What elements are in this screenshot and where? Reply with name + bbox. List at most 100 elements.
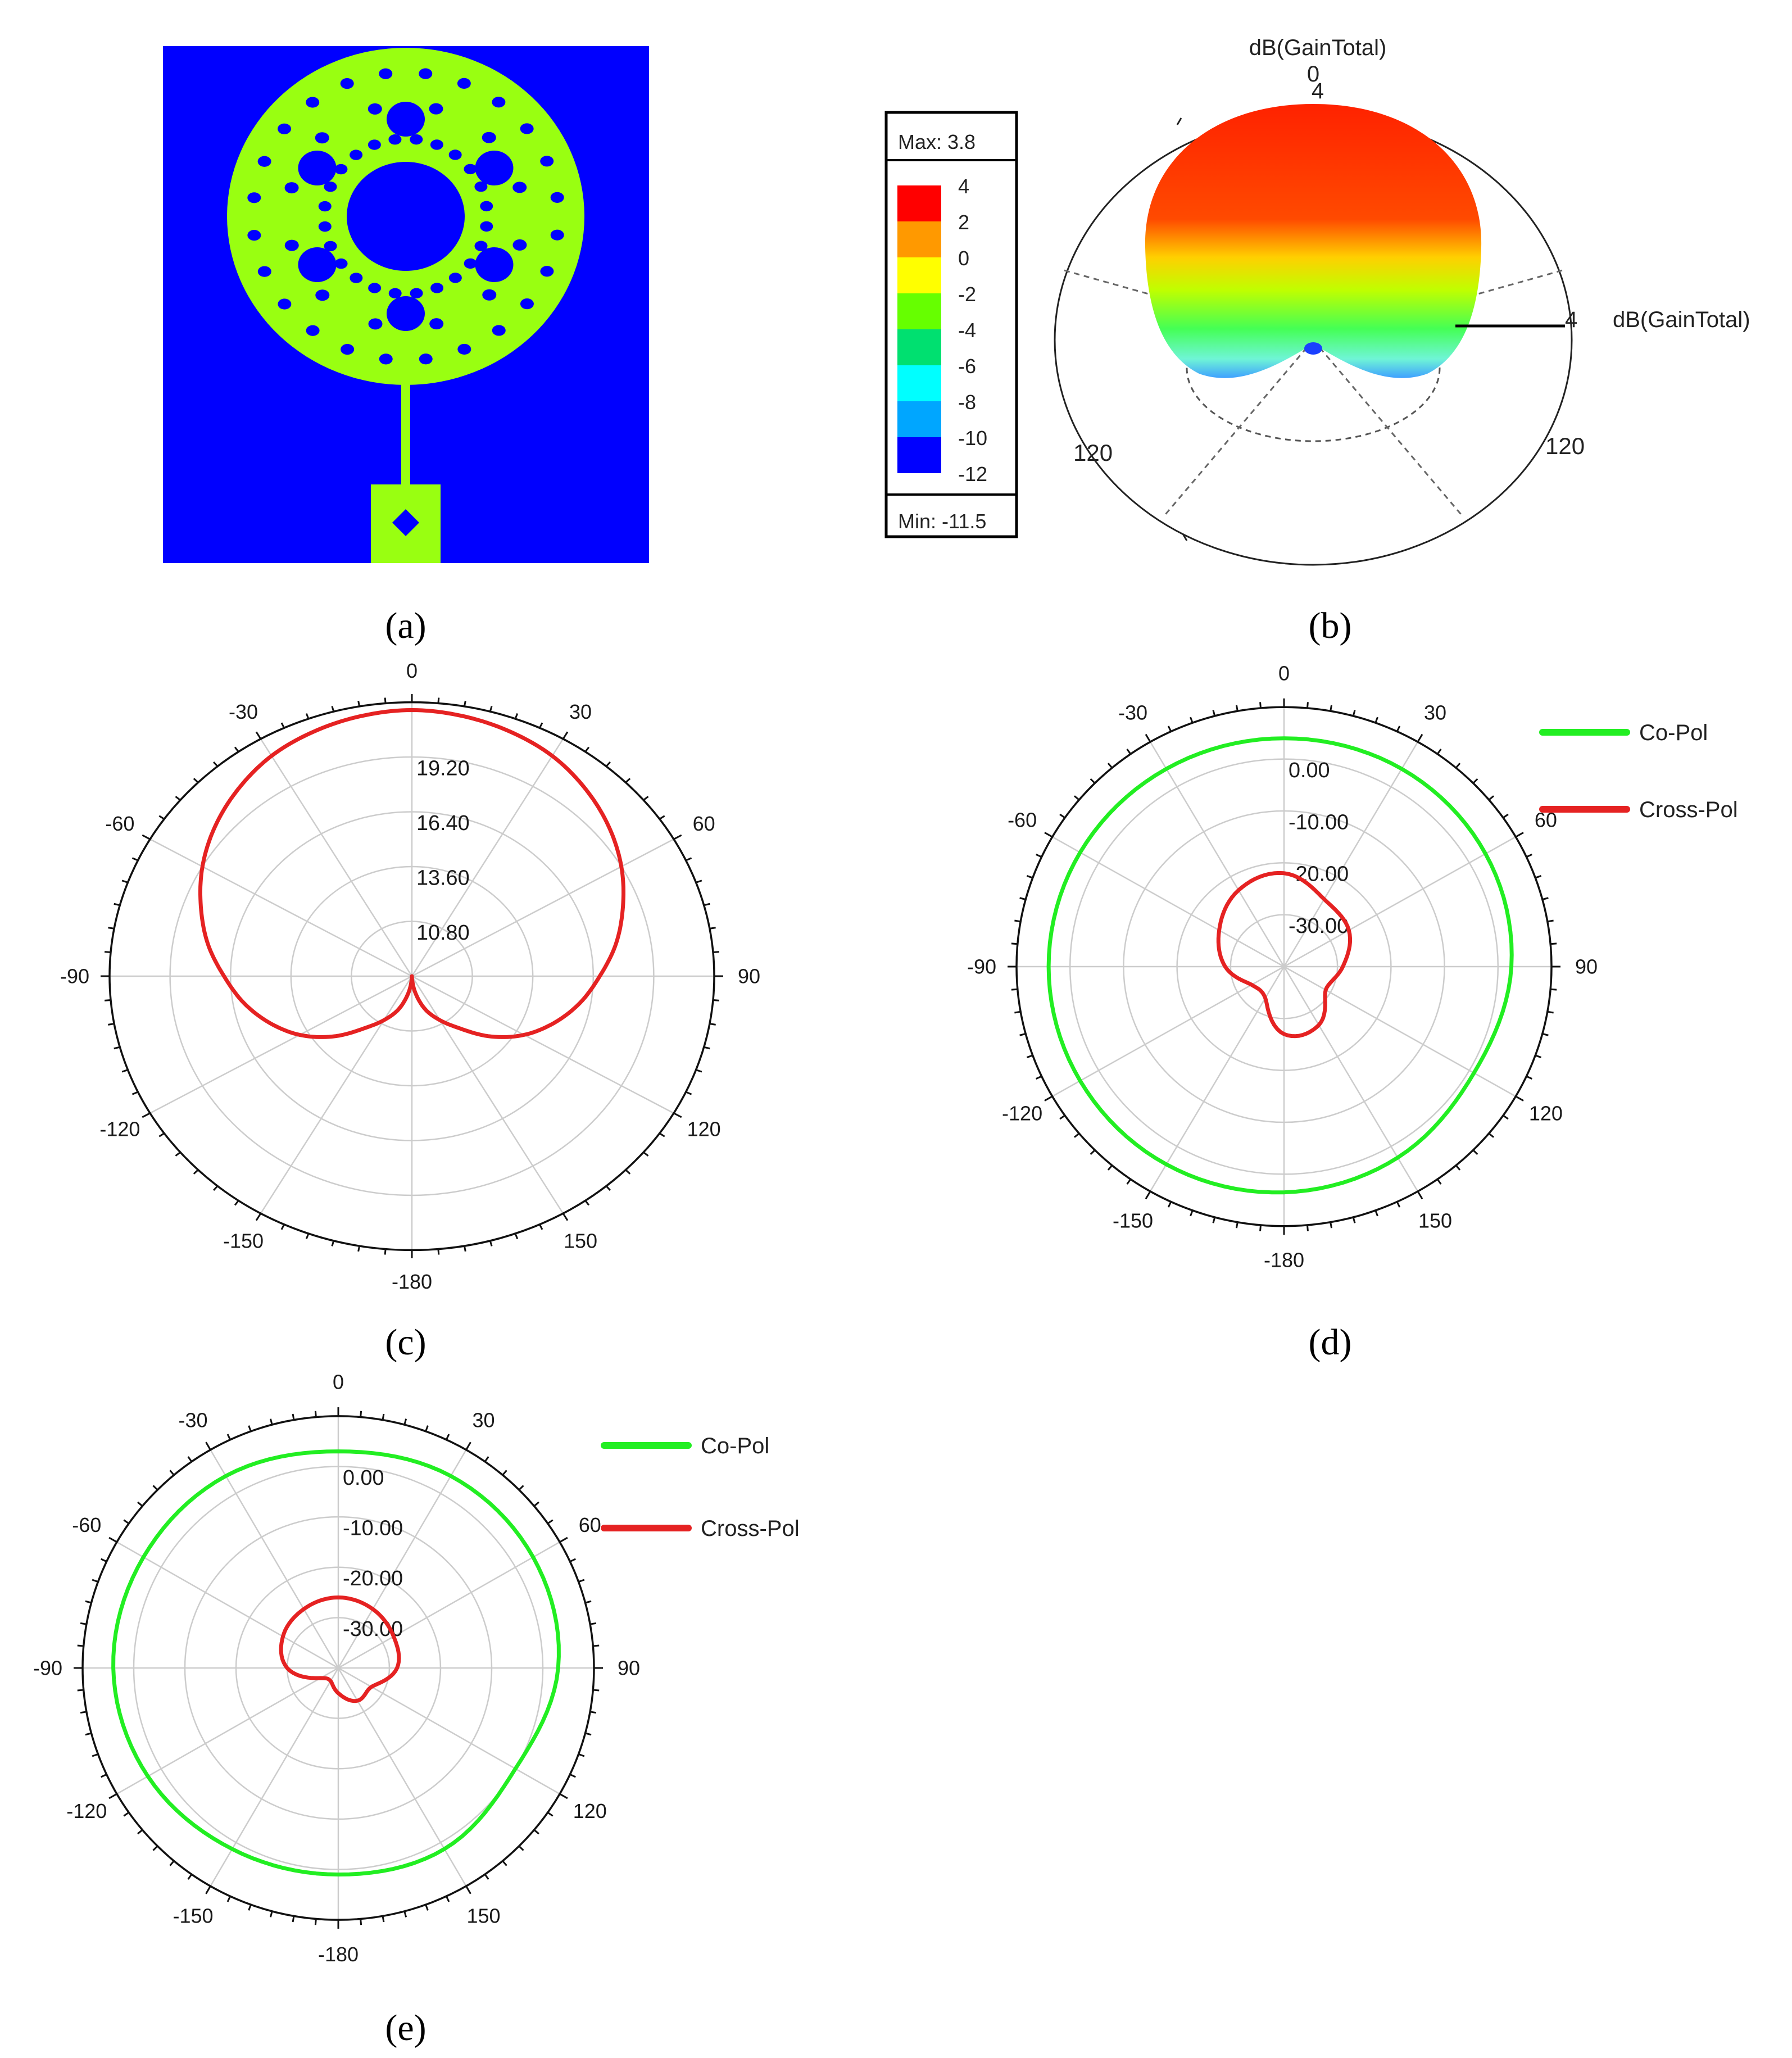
rim-tick (1542, 897, 1549, 900)
small-hole (480, 201, 493, 212)
small-hole (306, 97, 320, 108)
rim-tick (104, 951, 111, 954)
rim-tick (305, 713, 310, 719)
small-hole (550, 192, 564, 203)
angle-tick-label: -60 (105, 812, 134, 835)
rim-tick (1526, 1075, 1532, 1080)
small-hole (388, 134, 402, 145)
small-hole (379, 68, 393, 79)
rim-tick (539, 1224, 543, 1230)
rim-tick (1107, 1164, 1113, 1171)
angle-tick-label: -60 (72, 1513, 101, 1536)
large-hole (298, 151, 337, 185)
rim-tick (85, 1600, 92, 1604)
rim-tick (1488, 795, 1495, 801)
small-hole (482, 132, 496, 143)
rim-tick (425, 1425, 429, 1432)
rim-tick (1044, 1095, 1053, 1101)
small-hole (492, 97, 506, 108)
angle-tick-label: 150 (466, 1905, 500, 1928)
rim-tick (187, 1874, 193, 1880)
small-hole (419, 353, 433, 365)
axis-title-top: dB(GainTotal) (1249, 35, 1387, 60)
rim-tick (1073, 795, 1080, 801)
rim-tick (1090, 1149, 1096, 1155)
rim-tick (248, 1425, 252, 1432)
rim-tick (1352, 710, 1356, 717)
rim-tick (1396, 726, 1401, 732)
rim-tick (659, 815, 665, 820)
small-hole (430, 283, 444, 293)
rim-tick (1026, 875, 1033, 879)
angle-tick-label: -30 (178, 1409, 207, 1432)
rim-tick (1014, 1010, 1021, 1014)
axis-title-right: dB(GainTotal) (1613, 307, 1750, 332)
axis-right-value: 4 (1565, 307, 1577, 332)
rim-tick (1535, 1054, 1542, 1058)
rim-tick (1126, 749, 1132, 755)
rim-tick (137, 1829, 143, 1835)
rim-tick (137, 1501, 143, 1507)
colorscale-tick: 0 (958, 247, 969, 270)
small-hole (341, 344, 355, 355)
rim-tick (142, 1112, 151, 1118)
rim-tick (704, 903, 710, 906)
rim-tick (514, 1233, 519, 1239)
small-hole (429, 318, 444, 330)
colorscale-swatch (897, 185, 941, 221)
small-hole (430, 139, 443, 150)
panel-b-3d-pattern: Max: 3.8 Min: -11.5 4 2 0 -2 -4 -6 -8 -10 -12 dB… (884, 35, 1750, 566)
rim-tick (673, 1112, 682, 1118)
rim-tick (1235, 705, 1238, 711)
rim-tick (589, 1711, 597, 1714)
rim-tick (123, 1811, 130, 1817)
colorscale-tick: -10 (958, 427, 987, 450)
small-hole (318, 201, 332, 212)
rim-tick (123, 1519, 130, 1525)
colorscale-swatch (897, 401, 941, 437)
angle-tick-label: -120 (1002, 1102, 1042, 1125)
small-hole (379, 353, 393, 365)
rim-tick (158, 815, 165, 820)
rim-tick (92, 1753, 98, 1757)
rim-tick (1259, 702, 1262, 709)
rim-tick (1455, 763, 1461, 769)
small-hole (368, 139, 381, 150)
rim-tick (559, 1536, 568, 1543)
small-hole (315, 289, 330, 301)
small-hole (457, 343, 471, 355)
rim-tick (643, 1152, 649, 1157)
rim-tick (589, 1622, 597, 1625)
small-hole (284, 239, 299, 251)
angle-tick-label: -60 (1008, 809, 1037, 832)
center-hole (347, 162, 465, 271)
rim-tick (489, 706, 493, 712)
rim-tick (1455, 1164, 1461, 1171)
small-hole (410, 134, 423, 145)
rim-tick (696, 1069, 702, 1073)
rim-tick (357, 1245, 361, 1252)
rim-tick (578, 1753, 585, 1757)
rim-tick (585, 1600, 592, 1604)
rim-tick (1190, 717, 1194, 723)
rim-tick (1374, 1210, 1378, 1217)
series-line-cross-pol (1216, 871, 1352, 1039)
rim-tick (1259, 1225, 1262, 1231)
rim-tick (1036, 853, 1042, 858)
rim-tick (205, 1441, 211, 1450)
rim-tick (248, 1904, 252, 1911)
small-hole (474, 241, 488, 251)
rim-tick (131, 857, 138, 862)
rim-tick (584, 1200, 590, 1206)
large-hole (298, 247, 337, 282)
rim-tick (101, 1774, 107, 1778)
angle-tick-label: 90 (1575, 955, 1598, 978)
rim-tick (108, 927, 115, 930)
angle-tick-label: 30 (1424, 701, 1446, 724)
rim-tick (518, 1845, 524, 1851)
small-hole (315, 132, 329, 144)
small-hole (340, 78, 354, 89)
rim-tick (562, 731, 569, 740)
rim-tick (1503, 813, 1509, 819)
